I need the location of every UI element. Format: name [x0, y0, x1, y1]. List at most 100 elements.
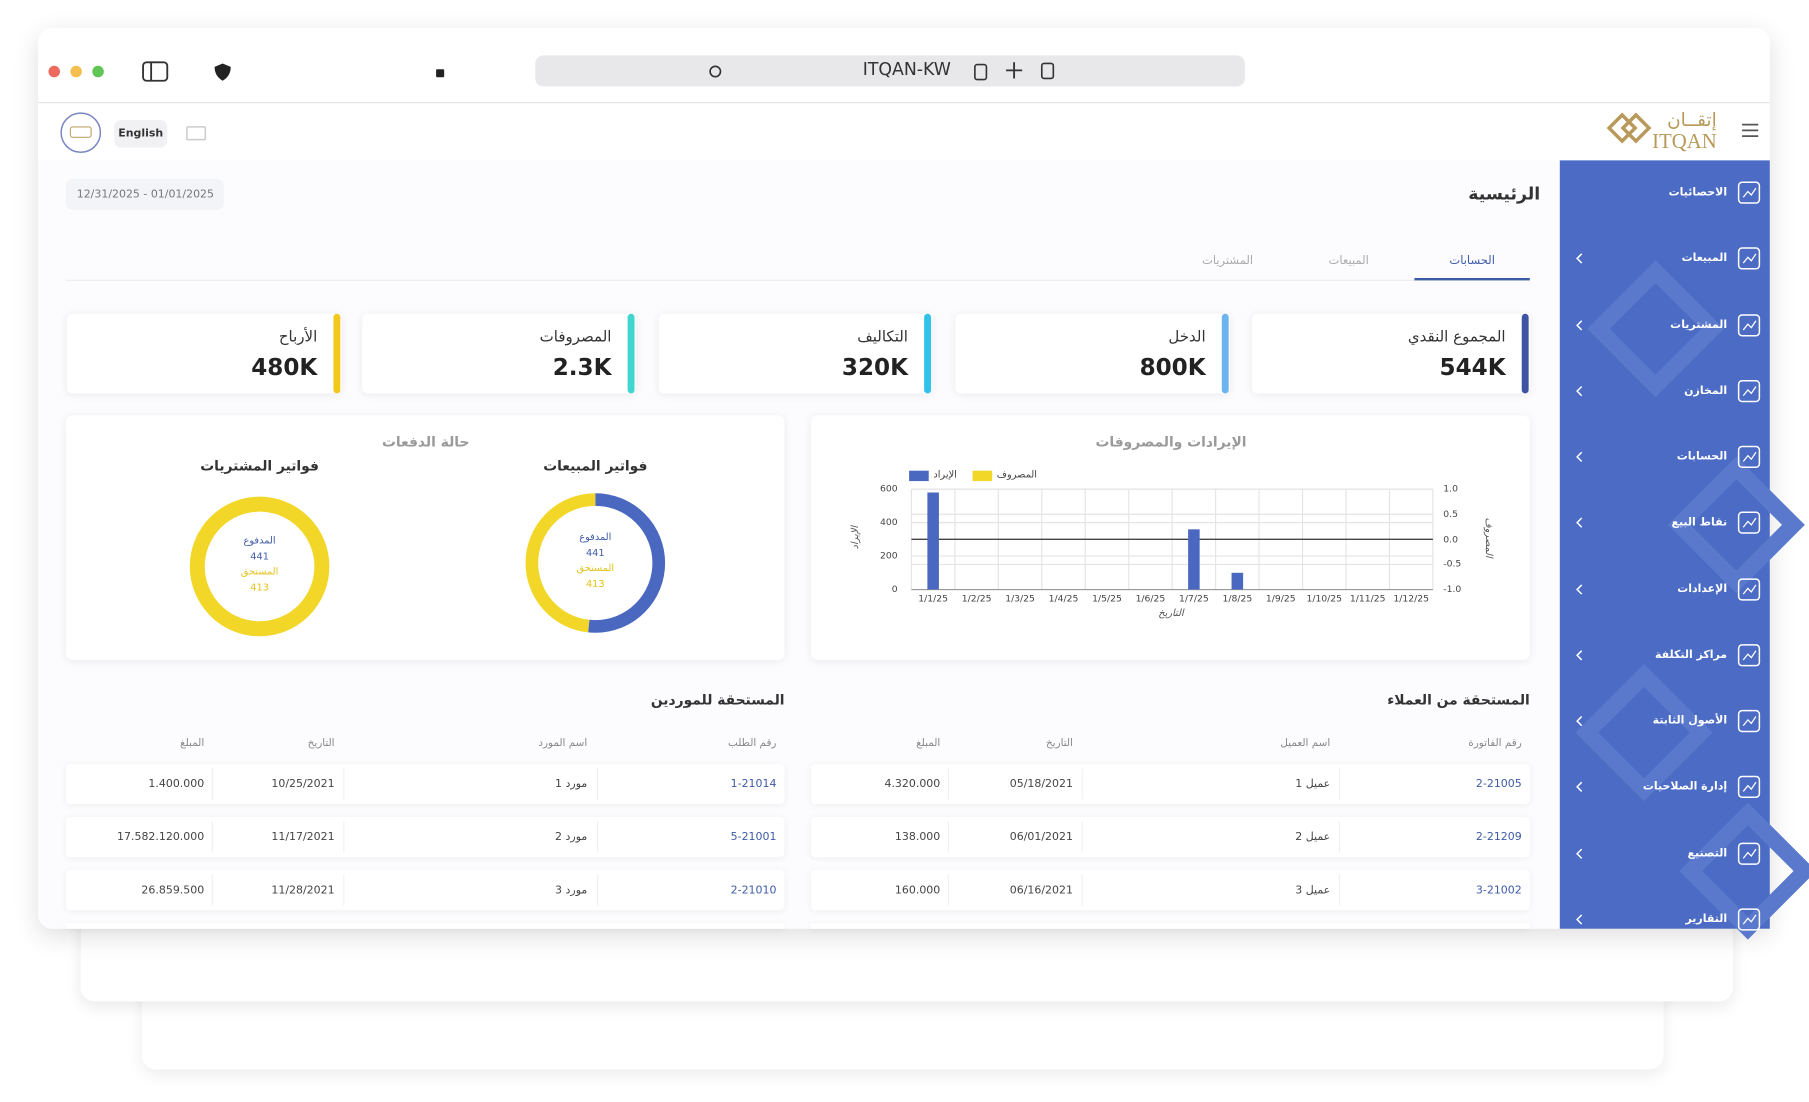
sidebar-icon-detail — [1742, 848, 1757, 859]
date-pill — [65, 178, 224, 210]
chevron — [1576, 320, 1583, 331]
x-tick-label: 1/6/25 — [1135, 593, 1166, 604]
sidebar-toggle-icon — [142, 61, 169, 82]
donut-center-label: المدفوع — [579, 531, 612, 544]
bar — [1188, 529, 1200, 590]
legend-label: الإيراد — [933, 469, 957, 481]
cell: مورد 1 — [555, 777, 588, 791]
row-link[interactable]: 1-21014 — [730, 777, 777, 791]
sidebar-item[interactable]: الحسابات — [1676, 450, 1728, 463]
date-range[interactable]: 12/31/2025 - 01/01/2025 — [76, 188, 215, 202]
column-header: اسم العميل — [1280, 737, 1331, 750]
sidebar-icon — [1737, 314, 1761, 337]
y2-tick-label: 1.0 — [1443, 483, 1458, 495]
language-button[interactable] — [114, 119, 168, 148]
sidebar-item[interactable]: إدارة الصلاحيات — [1642, 780, 1728, 793]
cell: 05/18/2021 — [1009, 777, 1073, 791]
cell: 06/16/2021 — [1009, 884, 1073, 897]
legend-label: المصروف — [996, 469, 1037, 481]
donut-center-label: 413 — [585, 578, 605, 591]
sidebar-item[interactable]: الإعدادات — [1677, 582, 1728, 596]
sidebar-item[interactable]: التصنيع — [1687, 847, 1728, 860]
kpi-accent — [627, 313, 635, 394]
cell: 138.000 — [894, 831, 941, 844]
sidebar-icon — [1737, 644, 1761, 667]
panel-title: حالة الدفعات — [381, 433, 470, 450]
tab[interactable]: الحسابات — [1449, 254, 1495, 268]
chart-panel — [65, 415, 785, 660]
y-axis-label: الإيراد — [850, 525, 862, 550]
table-title: المستحقة للموردين — [650, 691, 785, 709]
sidebar-icon — [1737, 908, 1761, 931]
chevron — [1576, 848, 1583, 859]
sidebar-item[interactable]: المبيعات — [1681, 251, 1728, 265]
donut-center-label: 441 — [585, 547, 605, 559]
x-tick-label: 1/2/25 — [961, 593, 992, 604]
sidebar-item[interactable]: مراكز التكلفة — [1654, 648, 1728, 662]
table-row — [811, 816, 1530, 858]
cell: 160.000 — [894, 884, 941, 897]
x-tick-label: 1/5/25 — [1092, 593, 1122, 604]
column-header: اسم المورد — [538, 737, 588, 750]
chevron — [1576, 914, 1583, 925]
sidebar-icon-detail — [1742, 914, 1757, 925]
donut-title: فواتير المشتريات — [200, 457, 319, 474]
reload-icon — [709, 65, 722, 78]
tab[interactable]: المبيعات — [1328, 254, 1369, 268]
sidebar-icon-detail — [1742, 320, 1757, 331]
table-row — [811, 869, 1530, 911]
sidebar-item[interactable]: نقاط البيع — [1671, 516, 1728, 529]
column-header: المبلغ — [180, 737, 205, 750]
row-link[interactable]: 2-21209 — [1475, 831, 1522, 844]
row-link[interactable]: 5-21001 — [730, 831, 777, 844]
url-bar — [535, 55, 1245, 87]
monitor-icon — [186, 126, 207, 141]
kpi-value: 480K — [251, 353, 318, 381]
kpi-value: 800K — [1139, 353, 1206, 381]
donut-center-label: المستحق — [576, 562, 615, 575]
table-row — [65, 869, 785, 911]
donut-center-label: المدفوع — [243, 535, 276, 547]
cell: مورد 3 — [555, 884, 588, 897]
row-link[interactable]: 3-21002 — [1475, 884, 1522, 897]
sidebar-item[interactable]: المشتريات — [1670, 318, 1728, 332]
sidebar-icon — [1737, 842, 1761, 865]
sidebar-icon — [1737, 181, 1761, 204]
share-icon — [974, 63, 988, 81]
x-tick-label: 1/7/25 — [1179, 593, 1209, 604]
sidebar-item[interactable]: التقارير — [1685, 912, 1728, 926]
tabs-icon — [1040, 62, 1055, 80]
chevron — [1576, 715, 1583, 727]
window-button — [70, 65, 82, 78]
chevron — [1576, 385, 1583, 397]
row-link[interactable]: 2-21005 — [1475, 777, 1522, 791]
y-tick-label: 600 — [879, 483, 898, 495]
cell: عميل 2 — [1295, 831, 1331, 844]
sidebar-icon-detail — [1742, 451, 1757, 462]
new-tab-icon — [1006, 62, 1023, 79]
page-title: الرئيسية — [1468, 183, 1541, 205]
sidebar-item[interactable]: الأصول الثابتة — [1652, 714, 1728, 728]
chevron — [1576, 650, 1583, 661]
legend-swatch — [972, 470, 993, 482]
avatar — [60, 112, 102, 154]
shield-icon — [214, 63, 231, 81]
tab[interactable]: المشتريات — [1201, 254, 1254, 268]
table-row — [811, 763, 1530, 805]
sidebar-icon — [1737, 445, 1761, 468]
sidebar-item[interactable]: المخازن — [1684, 384, 1728, 398]
cell: مورد 2 — [555, 831, 588, 844]
kpi-label: المصروفات — [539, 329, 612, 347]
sidebar-icon-detail — [1742, 517, 1757, 528]
sidebar-item[interactable]: الاحصائيات — [1668, 186, 1728, 199]
x-tick-label: 1/9/25 — [1265, 593, 1296, 604]
row-link[interactable]: 2-21010 — [730, 884, 777, 897]
y2-tick-label: 0.0 — [1443, 533, 1458, 545]
table-row — [65, 922, 785, 929]
language-button-text[interactable]: English — [118, 127, 164, 140]
bar — [927, 492, 939, 590]
y2-tick-label: 0.5 — [1443, 508, 1458, 520]
y-tick-label: 0 — [891, 584, 898, 595]
